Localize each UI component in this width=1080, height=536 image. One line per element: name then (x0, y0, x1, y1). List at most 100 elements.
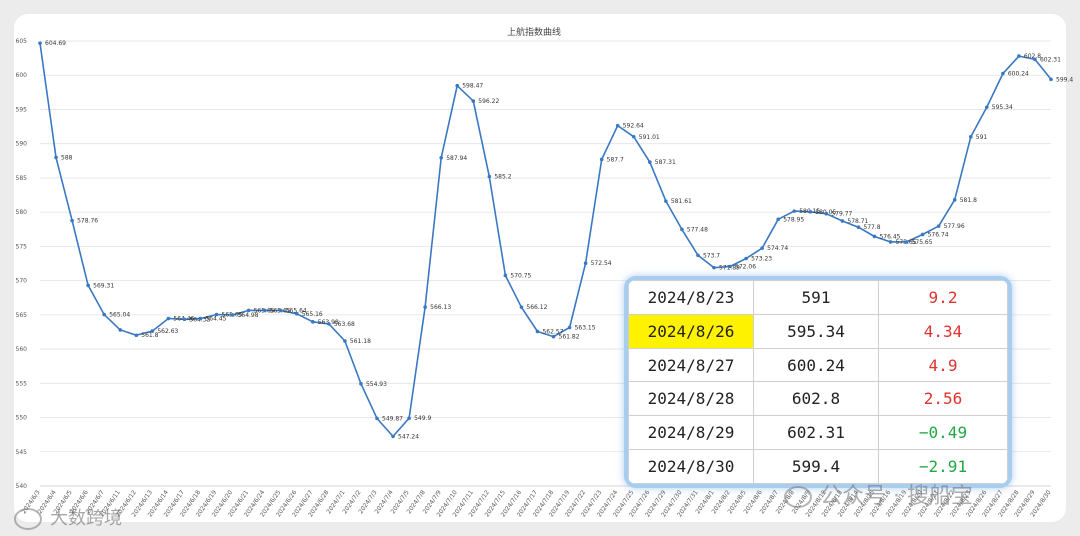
data-point (888, 240, 893, 244)
data-point (936, 224, 941, 228)
data-label: 576.45 (879, 233, 900, 240)
data-point (166, 316, 171, 321)
data-point (262, 308, 267, 313)
data-label: 561.82 (559, 334, 580, 341)
y-tick-label: 580 (16, 209, 28, 216)
data-label: 587.94 (446, 155, 467, 162)
data-label: 554.93 (366, 381, 387, 388)
data-label: 600.24 (1008, 71, 1029, 78)
data-point (118, 328, 123, 332)
data-point (391, 434, 395, 439)
data-point (54, 155, 58, 160)
data-label: 570.75 (510, 272, 531, 279)
data-label: 602.31 (1040, 56, 1061, 63)
data-label: 561.8 (141, 332, 158, 339)
wechat-icon (784, 486, 812, 508)
data-point (904, 240, 909, 244)
data-label: 587.7 (607, 156, 624, 163)
value-cell: 591 (753, 280, 879, 315)
data-point (1049, 77, 1053, 82)
series-line (39, 42, 1052, 438)
table-row: 2024/8/23 591 9.2 (628, 280, 1008, 315)
data-label: 577.48 (687, 226, 708, 233)
data-point (840, 219, 845, 223)
data-label: 573.23 (751, 256, 772, 263)
data-point (519, 305, 524, 309)
data-label: 604.69 (45, 40, 66, 47)
data-label: 577.8 (863, 224, 880, 231)
date-cell: 2024/8/30 (628, 449, 754, 484)
watermark-right: 公众号 · 搜船宝 (784, 478, 973, 510)
data-point (535, 329, 540, 334)
data-point (920, 232, 925, 237)
data-label: 565.04 (109, 312, 130, 319)
data-point (808, 210, 813, 214)
data-point (952, 198, 957, 202)
data-label: 549.87 (382, 415, 403, 422)
value-cell: 600.24 (753, 347, 879, 383)
change-cell: 2.56 (878, 381, 1008, 417)
data-point (134, 333, 139, 338)
data-point (503, 273, 508, 278)
data-label: 572.06 (735, 264, 756, 271)
data-point (150, 329, 155, 333)
watermark-left: 大数跨境 (14, 504, 122, 530)
data-label: 564.98 (238, 312, 259, 319)
data-point (102, 312, 106, 317)
data-label: 591 (976, 134, 988, 141)
y-tick-label: 600 (16, 72, 28, 79)
data-label: 596.22 (478, 98, 499, 105)
change-cell: 4.9 (878, 347, 1008, 383)
y-tick-label: 575 (16, 243, 28, 250)
table-row: 2024/8/28 602.8 2.56 (628, 381, 1008, 417)
data-point (343, 339, 347, 343)
data-label: 578.95 (783, 216, 804, 223)
data-label: 595.34 (992, 104, 1013, 111)
data-point (38, 41, 42, 45)
data-point (278, 308, 283, 313)
y-tick-label: 585 (16, 175, 28, 182)
data-label: 578.71 (847, 218, 868, 225)
data-label: 565.64 (286, 307, 307, 314)
data-point (985, 105, 989, 109)
data-label: 566.12 (526, 304, 547, 311)
data-point (246, 308, 251, 313)
data-point (968, 135, 973, 139)
date-cell: 2024/8/27 (628, 347, 754, 383)
data-label: 592.64 (623, 123, 644, 130)
data-label: 577.96 (944, 223, 965, 230)
data-point (327, 322, 331, 326)
data-point (872, 234, 877, 239)
data-point (1033, 57, 1037, 62)
data-point (230, 313, 235, 317)
data-point (631, 134, 636, 139)
data-point (182, 317, 187, 322)
data-label: 561.18 (350, 338, 371, 345)
data-label: 573.7 (703, 252, 720, 259)
data-point (423, 305, 427, 309)
data-label: 591.01 (639, 134, 660, 141)
y-tick-label: 605 (16, 38, 28, 45)
data-point (198, 316, 203, 321)
table-row: 2024/8/27 600.24 4.9 (628, 347, 1008, 383)
data-point (471, 99, 476, 103)
table-row: 2024/8/26 595.34 4.34 (628, 313, 1008, 349)
chat-bubble-icon (14, 508, 42, 530)
data-label: 578.76 (77, 218, 98, 225)
data-label: 562.57 (542, 328, 563, 335)
y-tick-label: 570 (16, 278, 28, 285)
data-point (856, 225, 861, 230)
data-label: 572.54 (591, 260, 612, 267)
data-point (567, 325, 572, 330)
y-tick-label: 590 (16, 141, 28, 148)
data-label: 579.77 (831, 211, 852, 218)
date-cell: 2024/8/28 (628, 381, 754, 417)
data-label: 587.31 (655, 159, 676, 166)
data-point (86, 283, 90, 288)
value-cell: 602.8 (753, 381, 879, 417)
change-cell: 4.34 (878, 313, 1008, 349)
data-point (776, 217, 780, 222)
data-point (214, 312, 219, 317)
change-cell: −2.91 (878, 449, 1008, 484)
